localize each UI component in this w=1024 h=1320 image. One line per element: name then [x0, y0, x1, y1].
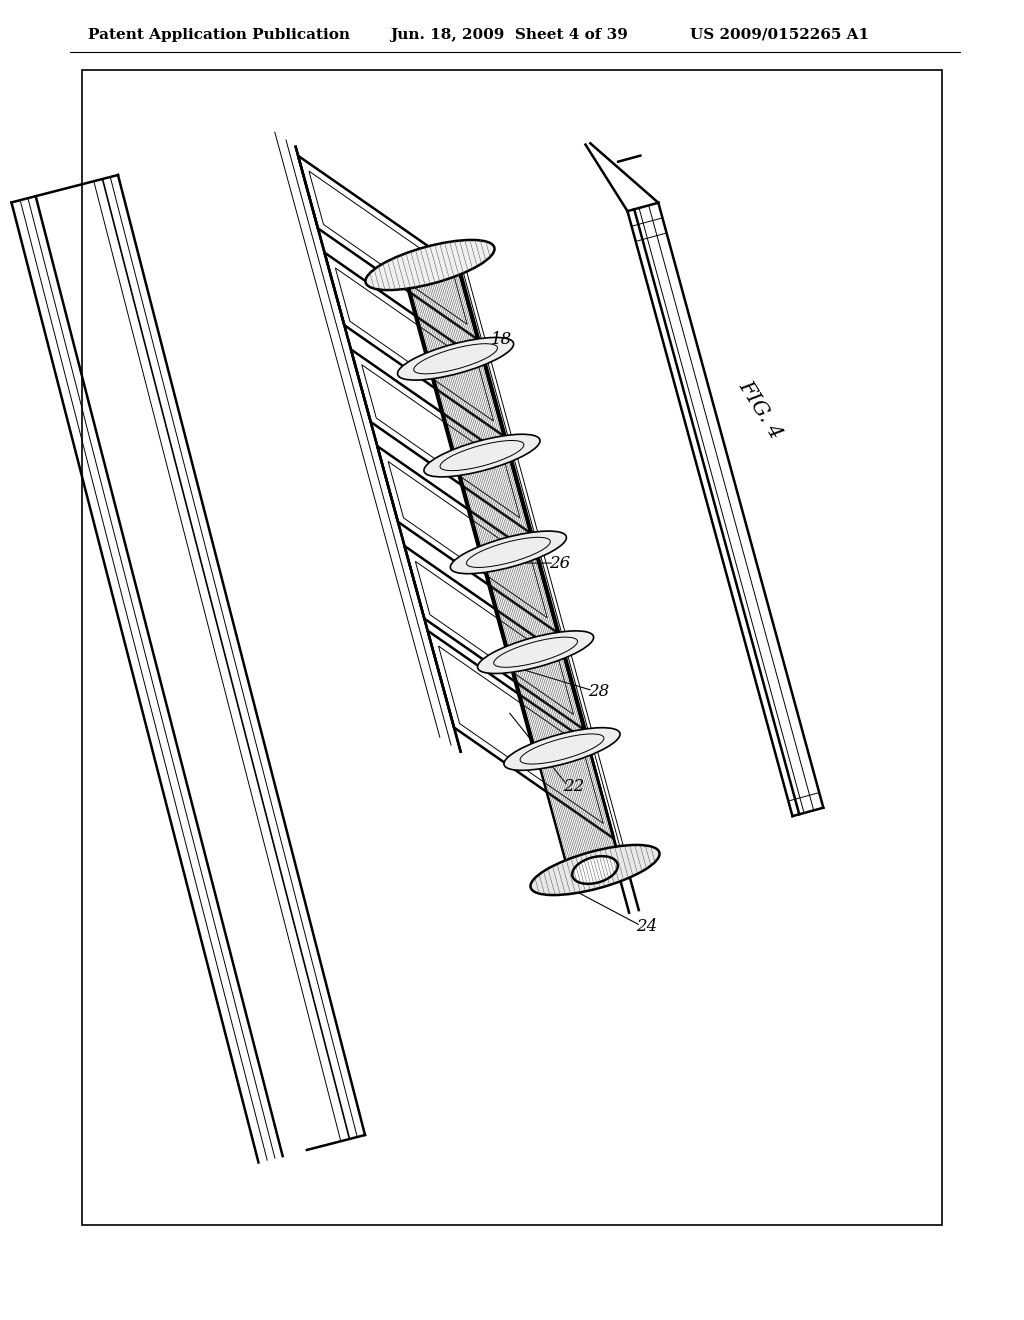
Ellipse shape [504, 727, 621, 771]
Text: FIG. 4: FIG. 4 [734, 378, 785, 442]
Text: 26: 26 [549, 554, 570, 572]
Text: 24: 24 [636, 917, 657, 935]
Text: Jun. 18, 2009  Sheet 4 of 39: Jun. 18, 2009 Sheet 4 of 39 [390, 28, 628, 42]
Ellipse shape [572, 857, 617, 884]
Text: Patent Application Publication: Patent Application Publication [88, 28, 350, 42]
Ellipse shape [397, 338, 514, 380]
Ellipse shape [530, 845, 659, 895]
Text: 28: 28 [588, 682, 609, 700]
Bar [82, 70, 942, 1225]
Ellipse shape [451, 531, 566, 574]
Text: US 2009/0152265 A1: US 2009/0152265 A1 [690, 28, 869, 42]
Text: 18: 18 [490, 331, 512, 348]
Ellipse shape [366, 240, 495, 290]
Ellipse shape [477, 631, 594, 673]
Text: 22: 22 [563, 777, 584, 795]
Ellipse shape [424, 434, 540, 477]
